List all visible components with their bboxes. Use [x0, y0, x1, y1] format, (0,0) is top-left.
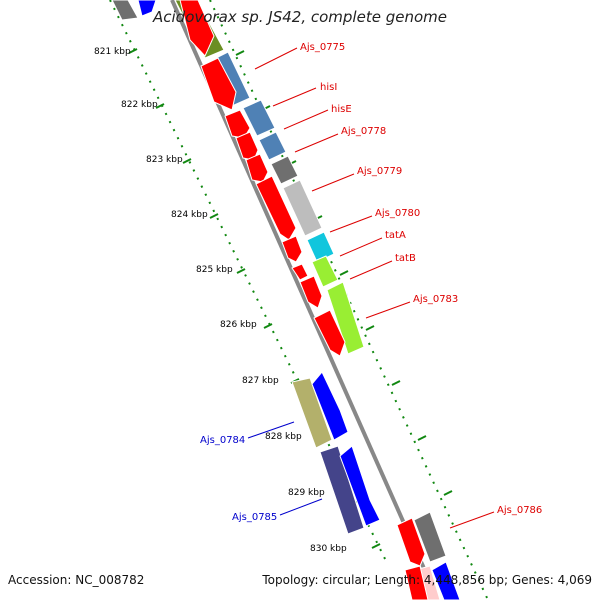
gene-arrow: [339, 445, 381, 527]
scale-label: 822 kbp: [121, 100, 158, 110]
reverse-gene-labels: Ajs_0784 Ajs_0785: [200, 435, 277, 523]
cog-strip: [282, 179, 323, 237]
forward-gene-labels: Ajs_0775 hisI hisE Ajs_0778 Ajs_0779 Ajs…: [300, 42, 542, 516]
cog-strip: [319, 445, 365, 535]
cog-strip: [270, 155, 299, 185]
gene-arrow: [404, 565, 429, 600]
scale-label: 823 kbp: [146, 155, 183, 165]
gene-arrow: [291, 263, 309, 281]
map-title: Acidovorax sp. JS42, complete genome: [153, 8, 447, 26]
scale-label: 829 kbp: [288, 488, 325, 498]
gene-label: tatB: [395, 253, 416, 264]
gene-label: Ajs_0785: [232, 512, 277, 523]
scale-label: 826 kbp: [220, 320, 257, 330]
gene-arrow: [245, 153, 269, 183]
gene-arrow: [235, 131, 259, 161]
gene-arrow: [396, 517, 426, 567]
gene-label: hisE: [331, 104, 352, 115]
scale-label: 821 kbp: [94, 47, 131, 57]
cog-strip: [311, 255, 339, 288]
gene-arrow: [137, 0, 157, 17]
cog-strip: [306, 231, 335, 263]
gene-arrow: [313, 309, 346, 357]
gene-label: hisI: [320, 82, 337, 93]
forward-leaders: [254, 47, 495, 529]
gene-label: Ajs_0779: [357, 166, 402, 177]
cog-strips: [111, 0, 447, 600]
cog-strip: [291, 377, 333, 449]
cog-strip: [242, 99, 276, 137]
scale-label: 825 kbp: [196, 265, 233, 275]
gene-arrow: [179, 0, 215, 57]
gene-arrow: [200, 57, 237, 111]
cog-strip: [111, 0, 139, 21]
cog-strip: [258, 131, 287, 161]
gene-arrow: [281, 235, 303, 263]
cog-strip: [413, 511, 447, 563]
scale-label: 824 kbp: [171, 210, 208, 220]
scale-labels: 821 kbp 822 kbp 823 kbp 824 kbp 825 kbp …: [94, 47, 347, 554]
scale-label: 828 kbp: [265, 432, 302, 442]
reverse-leaders: [247, 421, 323, 516]
gene-label: Ajs_0783: [413, 294, 458, 305]
scale-label: 827 kbp: [242, 376, 279, 386]
reverse-genes: [137, 0, 461, 600]
scale-label: 830 kbp: [310, 544, 347, 554]
accession-label: Accession: NC_008782: [8, 573, 145, 587]
gene-label: Ajs_0775: [300, 42, 345, 53]
gene-arrow: [299, 275, 323, 309]
gene-label: Ajs_0780: [375, 208, 420, 219]
gene-label: tatA: [385, 230, 406, 241]
gene-label: Ajs_0786: [497, 505, 542, 516]
forward-genes: [179, 0, 429, 600]
topology-summary: Topology: circular; Length: 4,448,856 bp…: [262, 573, 592, 587]
gene-arrow: [311, 371, 349, 441]
gene-label: Ajs_0784: [200, 435, 245, 446]
gene-label: Ajs_0778: [341, 126, 386, 137]
gene-arrow: [255, 175, 297, 241]
gene-arrow: [431, 561, 461, 600]
